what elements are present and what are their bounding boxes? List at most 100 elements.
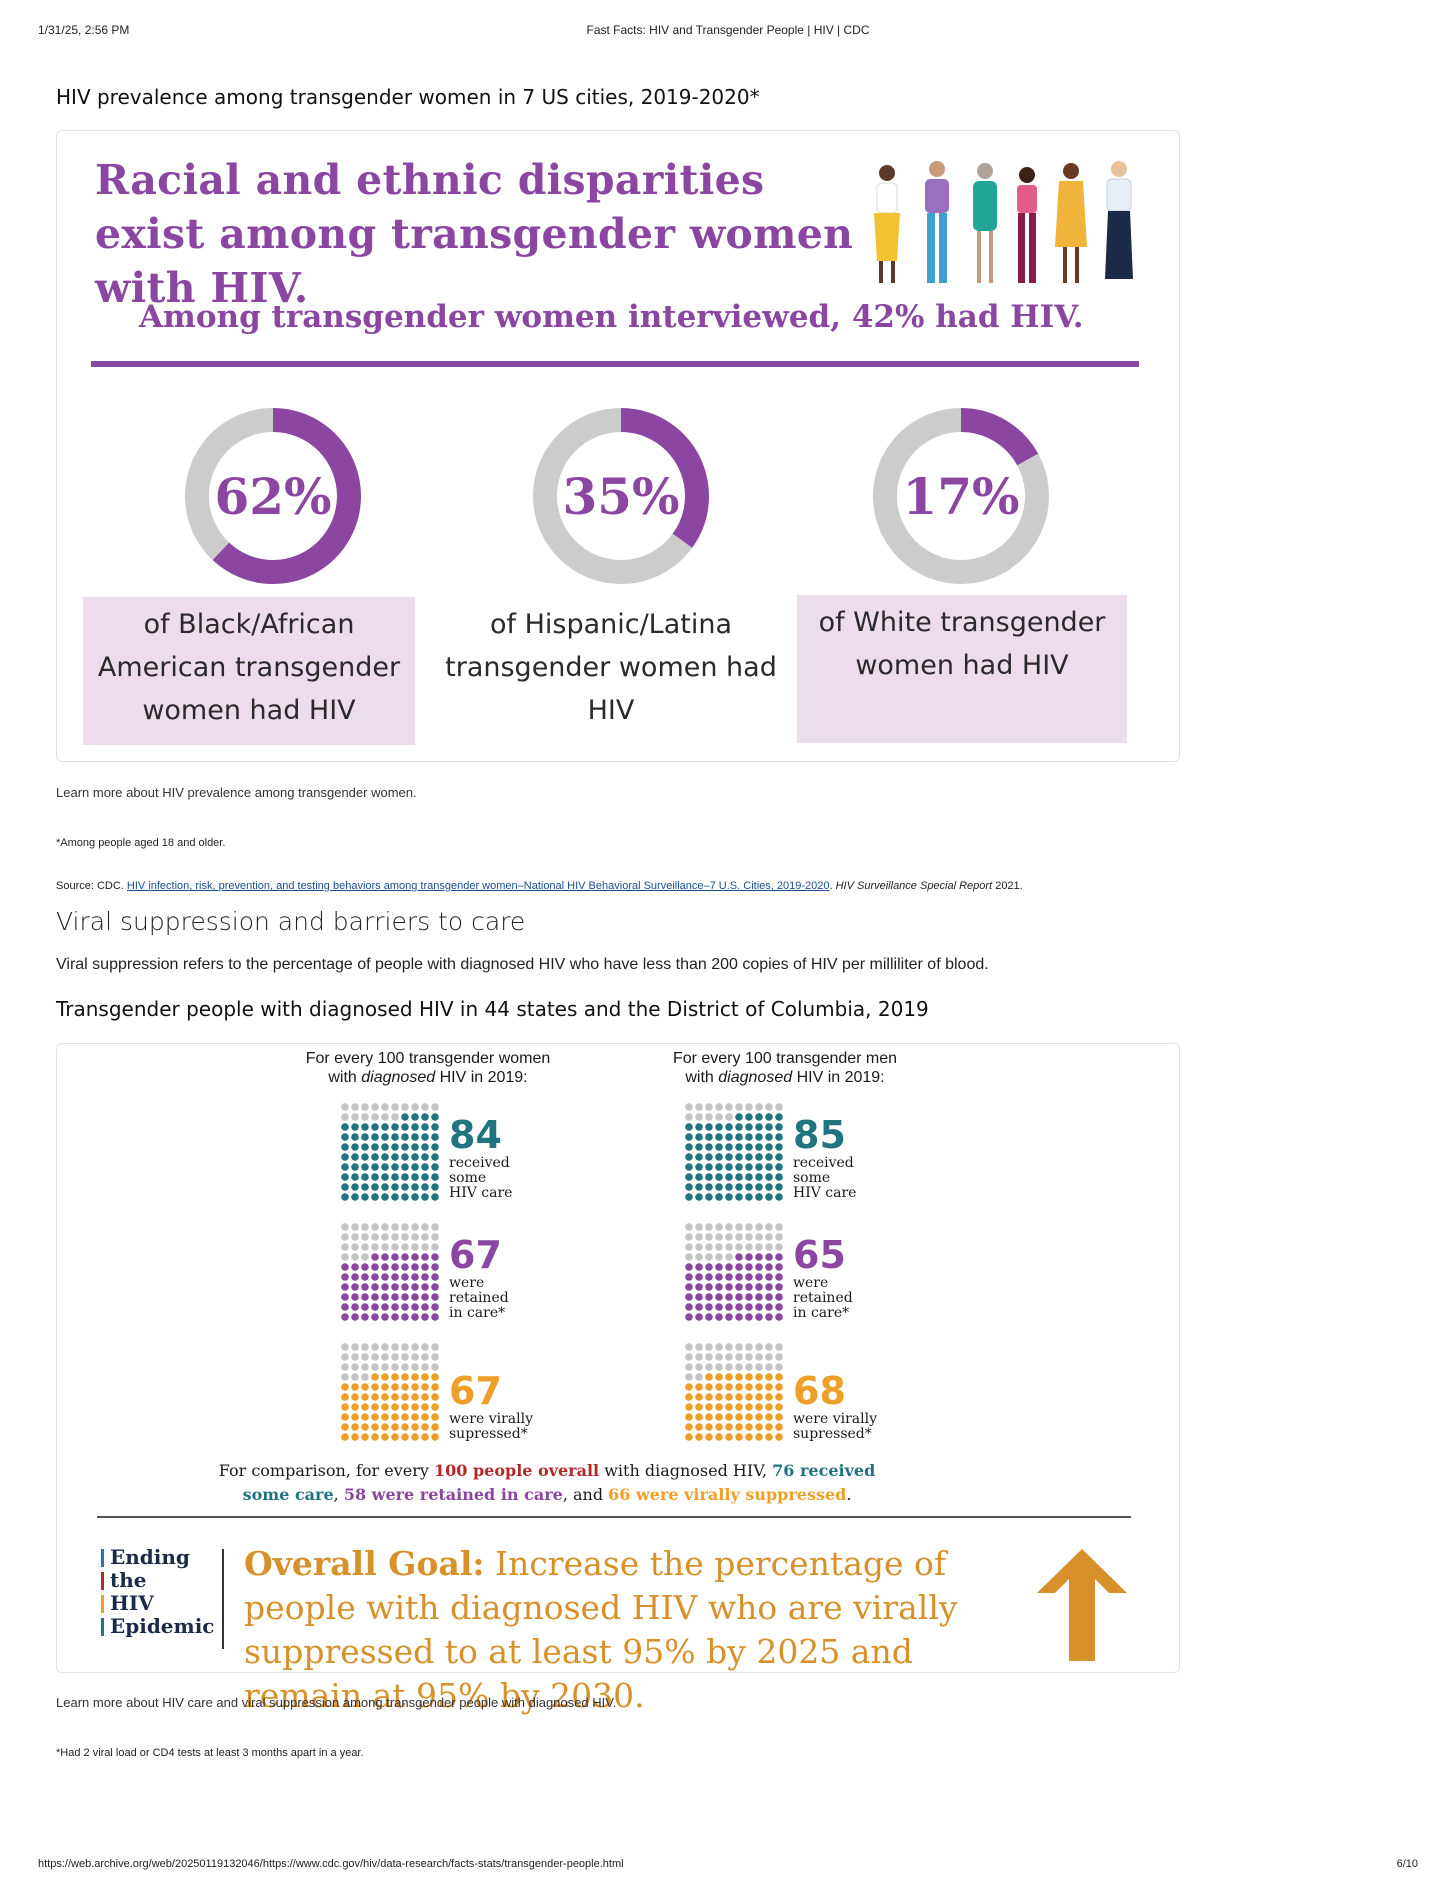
person-dot xyxy=(735,1433,743,1441)
source-report-link[interactable]: HIV infection, risk, prevention, and tes… xyxy=(126,880,830,892)
person-dot xyxy=(411,1153,419,1161)
person-dot xyxy=(735,1403,743,1411)
person-dot xyxy=(431,1273,439,1281)
learn-more-prevalence-link[interactable]: Learn more about HIV prevalence among tr… xyxy=(56,785,417,800)
person-dot xyxy=(715,1163,723,1171)
person-dot xyxy=(775,1173,783,1181)
person-dot xyxy=(715,1343,723,1351)
person-dot xyxy=(715,1293,723,1301)
person-dot xyxy=(755,1423,763,1431)
person-dot xyxy=(715,1133,723,1141)
person-dot xyxy=(775,1263,783,1271)
person-dot xyxy=(745,1243,753,1251)
person-dot xyxy=(431,1413,439,1421)
person-dot xyxy=(685,1413,693,1421)
person-dot xyxy=(391,1243,399,1251)
person-dot xyxy=(775,1133,783,1141)
stat-text-white: of White transgender women had HIV xyxy=(797,595,1127,743)
person-dot xyxy=(715,1103,723,1111)
print-datetime: 1/31/25, 2:56 PM xyxy=(38,23,130,37)
person-dot xyxy=(735,1413,743,1421)
person-dot xyxy=(401,1423,409,1431)
person-dot xyxy=(341,1223,349,1231)
person-dot xyxy=(725,1403,733,1411)
person-dot xyxy=(411,1243,419,1251)
person-dot xyxy=(381,1303,389,1311)
person-dot xyxy=(705,1263,713,1271)
person-dot xyxy=(361,1153,369,1161)
person-dot xyxy=(735,1283,743,1291)
person-dot xyxy=(775,1423,783,1431)
person-dot xyxy=(391,1223,399,1231)
person-dot xyxy=(735,1303,743,1311)
person-dot xyxy=(371,1313,379,1321)
men-care-number: 85 xyxy=(793,1113,846,1157)
person-dot xyxy=(351,1173,359,1181)
person-dot xyxy=(745,1363,753,1371)
person-dot xyxy=(371,1383,379,1391)
person-dot xyxy=(745,1413,753,1421)
person-dot xyxy=(341,1273,349,1281)
person-dot xyxy=(685,1433,693,1441)
men-head-line2: with diagnosed HIV in 2019: xyxy=(685,1069,885,1086)
person-dot xyxy=(685,1163,693,1171)
person-dot xyxy=(351,1273,359,1281)
person-dot xyxy=(421,1393,429,1401)
person-dot xyxy=(351,1413,359,1421)
care-continuum-heading: Transgender people with diagnosed HIV in… xyxy=(56,997,929,1021)
learn-more-care-link[interactable]: Learn more about HIV care and viral supp… xyxy=(56,1695,617,1710)
person-dot xyxy=(421,1133,429,1141)
person-dot xyxy=(391,1393,399,1401)
person-dot xyxy=(371,1423,379,1431)
person-dot xyxy=(341,1363,349,1371)
person-dot xyxy=(391,1313,399,1321)
person-dot xyxy=(401,1223,409,1231)
infographic-subheadline: Among transgender women interviewed, 42%… xyxy=(139,299,1084,335)
person-dot xyxy=(695,1413,703,1421)
person-dot xyxy=(401,1283,409,1291)
person-dot xyxy=(685,1383,693,1391)
person-dot xyxy=(351,1383,359,1391)
person-dot xyxy=(715,1143,723,1151)
section-divider xyxy=(97,1516,1131,1518)
person-dot xyxy=(381,1133,389,1141)
person-dot xyxy=(401,1363,409,1371)
person-dot xyxy=(705,1293,713,1301)
person-dot xyxy=(775,1113,783,1121)
person-dot xyxy=(421,1243,429,1251)
overall-goal-text: Overall Goal: Increase the percentage of… xyxy=(244,1544,958,1715)
person-dot xyxy=(685,1423,693,1431)
person-dot xyxy=(401,1163,409,1171)
person-dot xyxy=(371,1433,379,1441)
women-care-desc: received some HIV care xyxy=(449,1155,513,1201)
person-dot xyxy=(401,1263,409,1271)
person-dot xyxy=(421,1403,429,1411)
person-dot xyxy=(361,1383,369,1391)
person-dot xyxy=(361,1223,369,1231)
person-dot xyxy=(351,1243,359,1251)
logo-divider xyxy=(222,1549,224,1649)
person-dot xyxy=(381,1153,389,1161)
person-dot xyxy=(715,1243,723,1251)
person-dot xyxy=(421,1173,429,1181)
person-dot xyxy=(431,1293,439,1301)
person-dot xyxy=(341,1243,349,1251)
person-dot xyxy=(361,1233,369,1241)
person-dot xyxy=(371,1403,379,1411)
person-dot xyxy=(421,1143,429,1151)
person-dot xyxy=(725,1383,733,1391)
person-dot xyxy=(431,1183,439,1191)
person-dot xyxy=(755,1393,763,1401)
person-dot xyxy=(765,1423,773,1431)
person-dot xyxy=(431,1163,439,1171)
person-dot xyxy=(391,1363,399,1371)
person-dot xyxy=(745,1133,753,1141)
person-dot xyxy=(725,1363,733,1371)
person-dot xyxy=(381,1313,389,1321)
person-dot xyxy=(715,1373,723,1381)
person-dot xyxy=(695,1393,703,1401)
person-dot xyxy=(695,1153,703,1161)
person-dot xyxy=(705,1243,713,1251)
men-suppressed-number: 68 xyxy=(793,1369,846,1413)
person-dot xyxy=(705,1373,713,1381)
